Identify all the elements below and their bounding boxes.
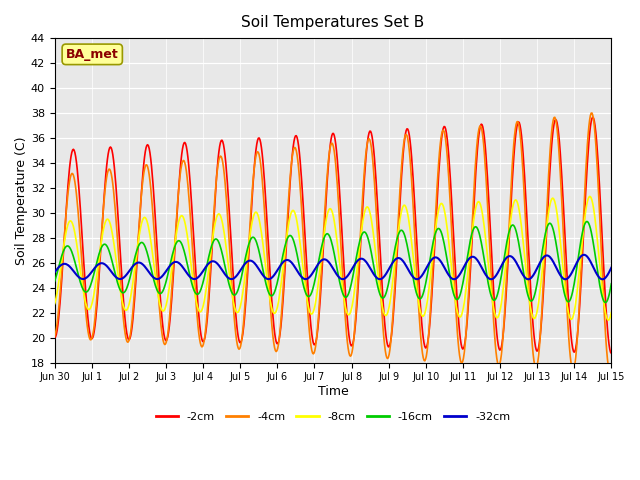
Text: BA_met: BA_met [66, 48, 118, 61]
Title: Soil Temperatures Set B: Soil Temperatures Set B [241, 15, 425, 30]
Y-axis label: Soil Temperature (C): Soil Temperature (C) [15, 136, 28, 264]
Legend: -2cm, -4cm, -8cm, -16cm, -32cm: -2cm, -4cm, -8cm, -16cm, -32cm [151, 407, 515, 426]
X-axis label: Time: Time [317, 385, 348, 398]
